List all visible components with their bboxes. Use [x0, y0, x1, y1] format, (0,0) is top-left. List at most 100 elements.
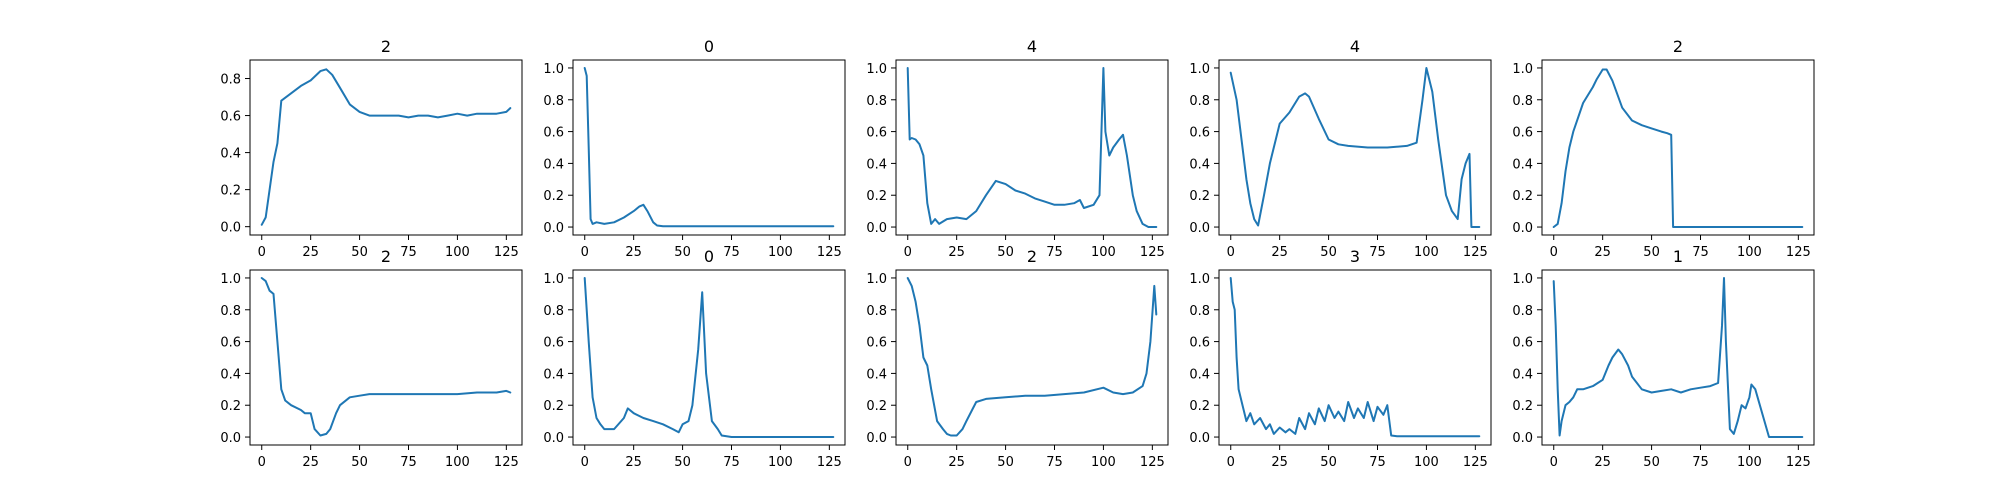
x-tick-label: 125: [494, 245, 519, 260]
y-tick-label: 0.2: [1189, 189, 1210, 204]
plot-frame: [1218, 59, 1492, 236]
y-tick-label: 0.6: [1512, 336, 1533, 351]
chart-panel: 2 0 25 50 75 100 125 0.0 0.2 0.4 0.6 0.8 1.0: [1512, 37, 1815, 260]
plot-frame: [249, 269, 523, 446]
x-tick-label: 75: [1369, 245, 1386, 260]
plot-frame: [895, 59, 1169, 236]
x-tick-label: 125: [1786, 245, 1811, 260]
y-tick-label: 1.0: [1512, 272, 1533, 287]
panel-title: 3: [1350, 247, 1360, 266]
x-tick-label: 75: [1046, 245, 1063, 260]
y-tick-label: 0.0: [1512, 221, 1533, 236]
y-tick-label: 0.8: [1189, 304, 1210, 319]
x-tick-label: 100: [768, 455, 793, 470]
y-tick-label: 0.0: [1189, 221, 1210, 236]
series-line: [260, 277, 512, 437]
x-tick-label: 0: [1550, 245, 1558, 260]
x-tick-label: 50: [351, 455, 368, 470]
y-tick-label: 0.2: [543, 399, 564, 414]
plot-frame: [572, 269, 846, 446]
series-line: [1552, 277, 1804, 438]
x-tick-label: 50: [997, 455, 1014, 470]
x-tick-label: 50: [997, 245, 1014, 260]
x-tick-label: 75: [723, 455, 740, 470]
panel-title: 0: [704, 37, 714, 56]
y-tick-label: 0.0: [220, 431, 241, 446]
y-tick-label: 0.8: [866, 94, 887, 109]
y-tick-label: 1.0: [1512, 62, 1533, 77]
y-tick-label: 0.4: [1189, 157, 1210, 172]
y-tick-label: 0.6: [1512, 126, 1533, 141]
y-tick-label: 0.2: [866, 399, 887, 414]
y-tick-label: 0.0: [866, 221, 887, 236]
y-tick-label: 0.8: [543, 304, 564, 319]
panel-title: 0: [704, 247, 714, 266]
y-tick-label: 0.4: [220, 367, 241, 382]
y-tick-label: 0.8: [220, 304, 241, 319]
x-tick-label: 75: [400, 245, 417, 260]
panel-title: 2: [1673, 37, 1683, 56]
x-tick-label: 75: [1046, 455, 1063, 470]
x-tick-label: 75: [1692, 455, 1709, 470]
x-tick-label: 0: [904, 455, 912, 470]
y-tick-label: 0.4: [543, 157, 564, 172]
x-tick-label: 0: [258, 455, 266, 470]
y-tick-label: 1.0: [543, 62, 564, 77]
x-tick-label: 100: [768, 245, 793, 260]
y-tick-label: 0.2: [1512, 189, 1533, 204]
y-tick-label: 1.0: [220, 272, 241, 287]
y-tick-label: 0.6: [1189, 336, 1210, 351]
y-tick-label: 0.8: [1512, 304, 1533, 319]
panel-title: 4: [1027, 37, 1037, 56]
series-line: [1552, 68, 1804, 228]
x-tick-label: 50: [1320, 245, 1337, 260]
y-tick-label: 0.2: [1189, 399, 1210, 414]
y-tick-label: 0.2: [543, 189, 564, 204]
x-tick-label: 50: [1643, 455, 1660, 470]
panel-title: 2: [381, 247, 391, 266]
x-tick-label: 100: [445, 455, 470, 470]
y-tick-label: 0.0: [220, 221, 241, 236]
y-tick-label: 0.6: [220, 336, 241, 351]
x-tick-label: 125: [1140, 245, 1165, 260]
y-tick-label: 0.8: [220, 73, 241, 88]
x-tick-label: 125: [1463, 455, 1488, 470]
x-tick-label: 50: [674, 245, 691, 260]
x-tick-label: 50: [674, 455, 691, 470]
y-tick-label: 0.8: [866, 304, 887, 319]
x-tick-label: 50: [1320, 455, 1337, 470]
y-tick-label: 0.6: [543, 336, 564, 351]
y-tick-label: 0.2: [220, 399, 241, 414]
x-tick-label: 100: [1091, 245, 1116, 260]
plot-frame: [895, 269, 1169, 446]
chart-panel: 2 0 25 50 75 100 125 0.0 0.2 0.4 0.6 0.8 1.0: [220, 247, 523, 470]
x-tick-label: 0: [1227, 455, 1235, 470]
x-tick-label: 0: [1227, 245, 1235, 260]
y-tick-label: 0.0: [543, 431, 564, 446]
x-tick-label: 125: [1463, 245, 1488, 260]
plot-frame: [1541, 59, 1815, 236]
chart-panel: 2 0 25 50 75 100 125 0.0 0.2 0.4 0.6 0.8 1.0: [866, 247, 1169, 470]
x-tick-label: 25: [625, 455, 642, 470]
series-line: [1229, 277, 1481, 438]
x-tick-label: 125: [494, 455, 519, 470]
x-tick-label: 75: [1692, 245, 1709, 260]
y-tick-label: 0.6: [866, 336, 887, 351]
y-tick-label: 0.4: [1512, 157, 1533, 172]
x-tick-label: 25: [1594, 455, 1611, 470]
x-tick-label: 0: [258, 245, 266, 260]
y-tick-label: 0.4: [543, 367, 564, 382]
plot-frame: [1541, 269, 1815, 446]
y-tick-label: 0.6: [1189, 126, 1210, 141]
x-tick-label: 100: [1737, 245, 1762, 260]
panel-title: 2: [381, 37, 391, 56]
y-tick-label: 0.4: [866, 157, 887, 172]
y-tick-label: 0.4: [866, 367, 887, 382]
panel-title: 4: [1350, 37, 1360, 56]
x-tick-label: 25: [948, 455, 965, 470]
x-tick-label: 125: [1786, 455, 1811, 470]
y-tick-label: 0.0: [1512, 431, 1533, 446]
x-tick-label: 125: [817, 245, 842, 260]
x-tick-label: 25: [302, 455, 319, 470]
y-tick-label: 0.6: [866, 126, 887, 141]
